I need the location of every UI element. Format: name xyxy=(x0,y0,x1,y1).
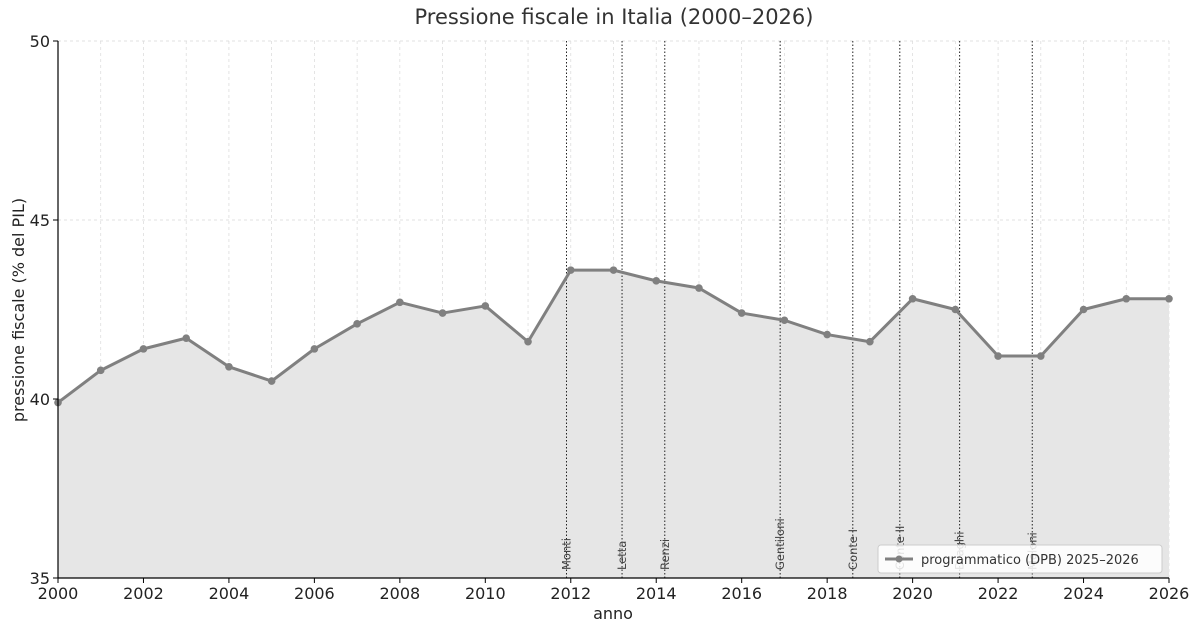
legend-box xyxy=(877,544,1163,574)
annotation-label: Monti xyxy=(559,538,573,570)
data-point xyxy=(695,284,703,292)
y-tick-label: 45 xyxy=(30,211,50,230)
data-point xyxy=(566,266,575,274)
data-point xyxy=(267,377,276,385)
legend-marker xyxy=(895,555,903,563)
x-tick-label: 2010 xyxy=(465,584,506,603)
x-tick-label: 2002 xyxy=(123,584,164,603)
data-point xyxy=(310,345,319,353)
x-tick-label: 2018 xyxy=(807,584,848,603)
data-point xyxy=(1122,294,1131,303)
y-axis-label: pressione fiscale (% del PIL) xyxy=(9,198,28,422)
series-area xyxy=(58,270,1169,578)
data-point xyxy=(225,362,233,371)
x-tick-label: 2006 xyxy=(294,584,335,603)
data-point xyxy=(823,330,831,339)
data-point xyxy=(438,309,447,317)
y-tick-label: 35 xyxy=(30,569,50,588)
data-point xyxy=(908,294,917,303)
data-point xyxy=(994,352,1002,360)
chart-title: Pressione fiscale in Italia (2000–2026) xyxy=(415,5,814,29)
tick-labels: 2000 2002 2004 2006 2008 2010 2012 2014 2016 2018… xyxy=(30,32,1190,603)
x-tick-label: 2000 xyxy=(38,584,79,603)
data-point xyxy=(182,334,190,342)
x-tick-label: 2004 xyxy=(209,584,250,603)
data-point xyxy=(353,320,361,328)
legend-label: programmatico (DPB) 2025–2026 xyxy=(921,553,1139,568)
x-tick-label: 2026 xyxy=(1149,584,1190,603)
x-axis-label: anno xyxy=(593,604,633,623)
x-tick-label: 2022 xyxy=(978,584,1019,603)
data-point xyxy=(866,337,874,346)
x-tick-label: 2024 xyxy=(1063,584,1104,603)
annotation-label: Gentiloni xyxy=(773,518,787,570)
data-point xyxy=(524,337,532,346)
data-point xyxy=(96,366,105,375)
data-point xyxy=(652,277,661,285)
area-fill xyxy=(58,270,1169,578)
data-point xyxy=(737,309,746,317)
data-point xyxy=(481,302,490,310)
annotation-label: Conte I xyxy=(846,529,860,570)
annotation-label: Letta xyxy=(615,541,629,570)
data-point xyxy=(609,266,618,274)
y-tick-label: 50 xyxy=(30,32,50,51)
series-layer xyxy=(54,266,1173,407)
data-point xyxy=(1079,305,1088,314)
x-tick-label: 2008 xyxy=(379,584,420,603)
data-point xyxy=(780,316,789,325)
y-tick-label: 40 xyxy=(30,390,50,409)
x-tick-label: 2020 xyxy=(892,584,933,603)
annotation-label: Renzi xyxy=(658,539,672,570)
data-point xyxy=(1165,294,1173,303)
data-point xyxy=(1037,352,1045,360)
data-point xyxy=(396,298,404,307)
data-point xyxy=(951,305,960,314)
axes xyxy=(53,40,1170,583)
legend: programmatico (DPB) 2025–2026 xyxy=(877,544,1163,574)
data-point xyxy=(139,345,148,353)
x-tick-label: 2014 xyxy=(636,584,677,603)
x-tick-label: 2016 xyxy=(721,584,762,603)
x-tick-label: 2012 xyxy=(550,584,591,603)
